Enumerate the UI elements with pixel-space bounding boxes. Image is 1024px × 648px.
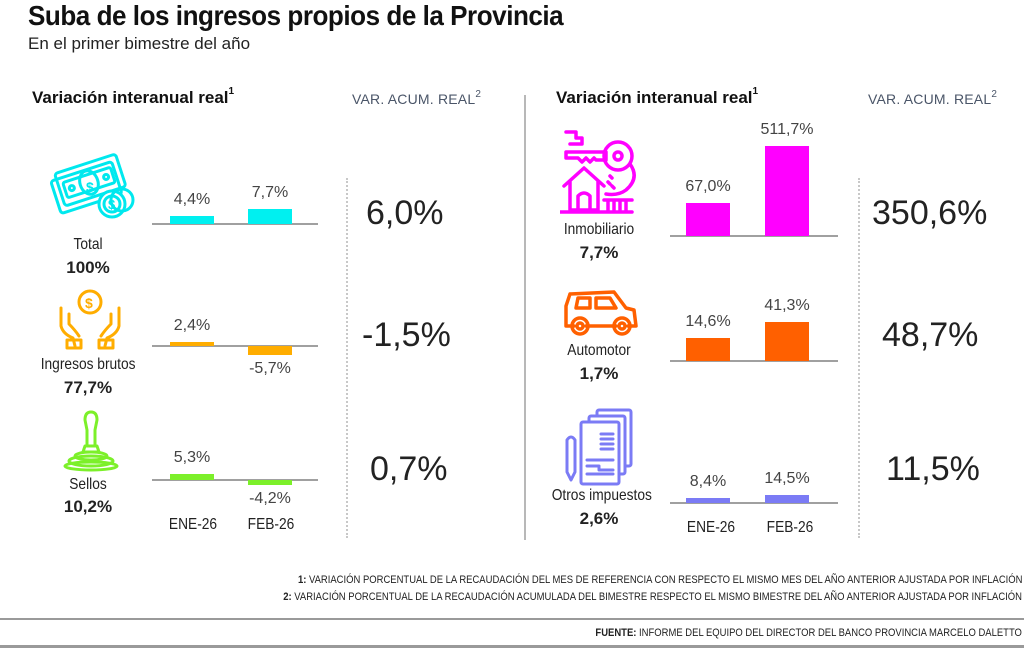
bar-inmobiliario-ene-26 bbox=[686, 203, 730, 236]
category-label-automotor: Automotor bbox=[567, 342, 631, 359]
bar-sellos-feb-26 bbox=[248, 480, 292, 485]
svg-text:$: $ bbox=[86, 179, 94, 195]
bar-automotor-ene-26 bbox=[686, 338, 730, 361]
data-label-automotor-ene-26: 14,6% bbox=[685, 313, 731, 330]
category-share-ingresos-brutos: 77,7% bbox=[63, 378, 113, 397]
data-label-sellos-ene-26: 5,3% bbox=[173, 449, 211, 466]
category-share-automotor: 1,7% bbox=[579, 364, 619, 383]
data-label-inmobiliario-ene-26: 67,0% bbox=[685, 178, 731, 195]
house-key-icon bbox=[560, 128, 642, 216]
category-label-sellos: Sellos bbox=[69, 476, 107, 493]
category-share-otros-impuestos: 2,6% bbox=[579, 509, 619, 528]
data-label-ingresos-brutos-ene-26: 2,4% bbox=[173, 317, 211, 334]
page-title: Suba de los ingresos propios de la Provi… bbox=[28, 0, 564, 31]
acum-value-ingresos-brutos: -1,5% bbox=[362, 316, 451, 354]
baseline-automotor bbox=[670, 360, 838, 362]
left-section-title-footnote: 1 bbox=[228, 86, 235, 97]
footnote-1: 1: VARIACIÓN PORCENTUAL DE LA RECAUDACIÓ… bbox=[297, 574, 1022, 586]
svg-text:$: $ bbox=[85, 295, 93, 311]
car-icon bbox=[562, 286, 642, 340]
x-tick-right-feb: FEB-26 bbox=[766, 519, 814, 536]
left-acum-header-footnote: 2 bbox=[475, 89, 482, 100]
page-subtitle: En el primer bimestre del año bbox=[28, 34, 251, 53]
data-label-sellos-feb-26: -4,2% bbox=[249, 490, 291, 507]
acum-value-total: 6,0% bbox=[366, 194, 444, 232]
right-section-title-text: Variación interanual real bbox=[556, 88, 753, 107]
right-acum-header: VAR. ACUM. REAL2 bbox=[868, 89, 998, 107]
category-share-sellos: 10,2% bbox=[63, 497, 113, 516]
baseline-total bbox=[152, 223, 318, 225]
bar-ingresos-brutos-feb-26 bbox=[248, 346, 292, 355]
data-label-otros-impuestos-ene-26: 8,4% bbox=[689, 473, 727, 490]
bar-otros-impuestos-ene-26 bbox=[686, 498, 730, 503]
source-line: FUENTE: INFORME DEL EQUIPO DEL DIRECTOR … bbox=[596, 627, 1022, 639]
right-dotted-divider bbox=[858, 178, 860, 538]
baseline-ingresos-brutos bbox=[152, 345, 318, 347]
bar-ingresos-brutos-ene-26 bbox=[170, 342, 214, 346]
svg-text:$: $ bbox=[108, 197, 116, 212]
source-text: INFORME DEL EQUIPO DEL DIRECTOR DEL BANC… bbox=[636, 627, 1022, 639]
footer-rule-bottom bbox=[0, 645, 1024, 648]
left-section-title: Variación interanual real1 bbox=[32, 86, 235, 108]
bar-sellos-ene-26 bbox=[170, 474, 214, 480]
money-icon: $ $ bbox=[48, 152, 138, 224]
data-label-automotor-feb-26: 41,3% bbox=[764, 297, 810, 314]
bar-otros-impuestos-feb-26 bbox=[765, 495, 809, 503]
data-label-otros-impuestos-feb-26: 14,5% bbox=[764, 470, 810, 487]
acum-value-sellos: 0,7% bbox=[370, 450, 448, 488]
left-acum-header: VAR. ACUM. REAL2 bbox=[352, 89, 482, 107]
baseline-inmobiliario bbox=[670, 235, 838, 237]
panel-divider bbox=[524, 95, 526, 540]
data-label-total-feb-26: 7,7% bbox=[251, 184, 289, 201]
bar-automotor-feb-26 bbox=[765, 322, 809, 361]
footnote-2: 2: VARIACIÓN PORCENTUAL DE LA RECAUDACIÓ… bbox=[283, 591, 1022, 603]
footnote-1-number: 1: bbox=[297, 574, 306, 586]
footnote-2-text: VARIACIÓN PORCENTUAL DE LA RECAUDACIÓN A… bbox=[291, 591, 1022, 603]
category-label-inmobiliario: Inmobiliario bbox=[563, 221, 635, 238]
bar-total-ene-26 bbox=[170, 216, 214, 224]
documents-icon bbox=[563, 408, 635, 488]
data-label-total-ene-26: 4,4% bbox=[173, 191, 211, 208]
hands-coin-icon: $ bbox=[55, 288, 125, 350]
acum-value-inmobiliario: 350,6% bbox=[872, 194, 988, 232]
right-section-title-footnote: 1 bbox=[752, 86, 759, 97]
right-acum-header-footnote: 2 bbox=[991, 89, 998, 100]
category-label-otros-impuestos: Otros impuestos bbox=[551, 487, 652, 504]
category-share-total: 100% bbox=[66, 258, 110, 277]
x-tick-right-ene: ENE-26 bbox=[686, 519, 736, 536]
right-acum-header-text: VAR. ACUM. REAL bbox=[868, 91, 992, 107]
bar-total-feb-26 bbox=[248, 209, 292, 224]
footnote-1-text: VARIACIÓN PORCENTUAL DE LA RECAUDACIÓN D… bbox=[305, 574, 1022, 586]
data-label-inmobiliario-feb-26: 511,7% bbox=[760, 121, 814, 138]
left-section-title-text: Variación interanual real bbox=[32, 88, 229, 107]
baseline-sellos bbox=[152, 479, 318, 481]
stamp-icon bbox=[63, 410, 119, 472]
data-label-ingresos-brutos-feb-26: -5,7% bbox=[249, 360, 291, 377]
footer-rule-top bbox=[0, 618, 1024, 620]
baseline-otros-impuestos bbox=[670, 502, 838, 504]
source-label: FUENTE: bbox=[595, 627, 637, 639]
bar-inmobiliario-feb-26 bbox=[765, 146, 809, 236]
category-label-total: Total bbox=[73, 236, 103, 253]
x-tick-left-ene: ENE-26 bbox=[168, 516, 218, 533]
x-tick-left-feb: FEB-26 bbox=[247, 516, 295, 533]
category-label-ingresos-brutos: Ingresos brutos bbox=[40, 356, 136, 373]
category-share-inmobiliario: 7,7% bbox=[579, 243, 619, 262]
acum-value-automotor: 48,7% bbox=[882, 316, 979, 354]
left-dotted-divider bbox=[346, 178, 348, 538]
left-acum-header-text: VAR. ACUM. REAL bbox=[352, 91, 476, 107]
acum-value-otros-impuestos: 11,5% bbox=[886, 450, 980, 488]
footnote-2-number: 2: bbox=[283, 591, 292, 603]
right-section-title: Variación interanual real1 bbox=[556, 86, 759, 108]
